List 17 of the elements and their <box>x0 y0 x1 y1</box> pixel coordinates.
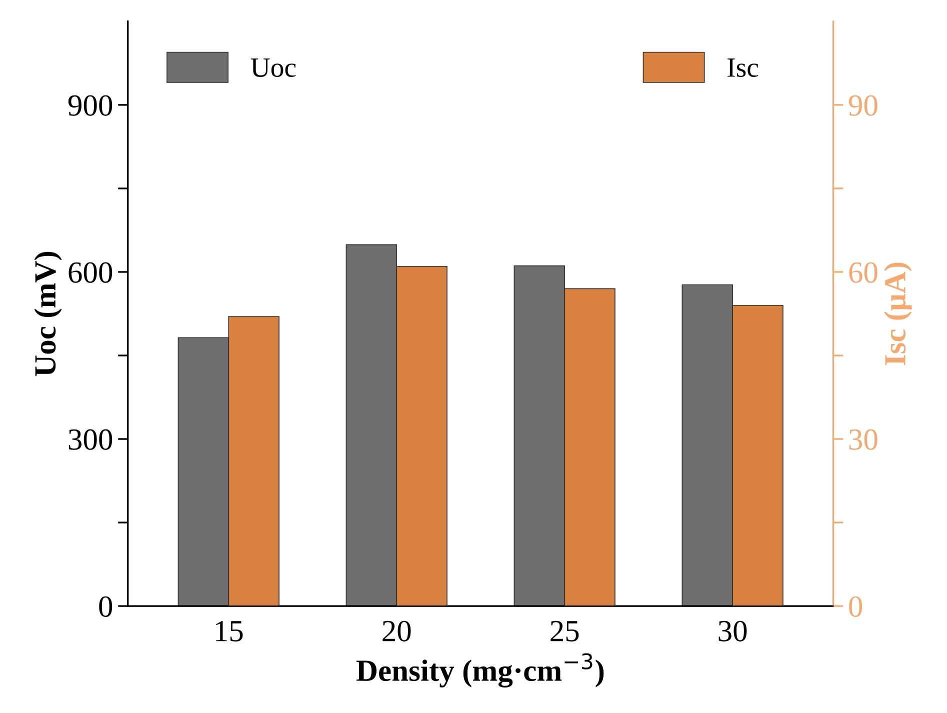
y2-axis-title: Isc (μA) <box>884 262 912 366</box>
x-tick-label: 20 <box>382 620 411 642</box>
y2-tick-label: 30 <box>849 429 878 450</box>
legend-label: Isc <box>728 58 758 77</box>
y-tick-label: 0 <box>99 596 112 617</box>
y2-tick-label: 90 <box>848 95 878 116</box>
y2-tick-label: 60 <box>849 262 878 283</box>
y-tick-label: 600 <box>68 262 112 283</box>
y2-tick-label: 0 <box>849 596 862 617</box>
x-tick-label: 25 <box>550 620 579 642</box>
y-tick-label: 900 <box>68 95 112 116</box>
y-axis-title: Uoc (mV) <box>34 252 62 376</box>
x-tick-label: 30 <box>718 620 747 642</box>
y-tick-label: 300 <box>68 429 112 450</box>
x-tick-label: 15 <box>216 620 243 642</box>
legend-label: Uoc <box>250 58 296 77</box>
x-axis-title: Density (mg·cm$^{−3}$) <box>356 653 604 688</box>
